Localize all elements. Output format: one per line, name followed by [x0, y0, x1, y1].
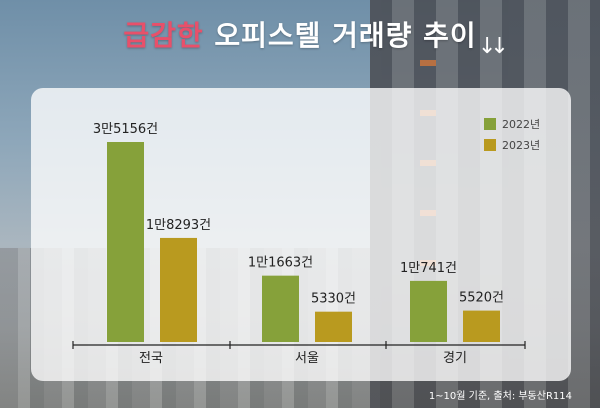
source-note: 1~10월 기준, 출처: 부동산R114: [428, 391, 572, 402]
legend-label-2022: 2022년: [502, 118, 541, 131]
data-label: 3만5156건: [93, 122, 158, 137]
data-label: 5330건: [311, 292, 356, 307]
bar: [262, 275, 299, 342]
bar: [315, 311, 352, 342]
legend-swatch-2023: [484, 139, 496, 151]
title-highlight: 급감한: [123, 19, 204, 52]
data-label: 1만741건: [400, 261, 457, 276]
data-label: 1만8293건: [146, 218, 211, 233]
legend-item-2023: 2023년: [484, 137, 540, 153]
legend: 2022년 2023년: [484, 116, 540, 158]
data-label: 5520건: [459, 291, 504, 306]
legend-swatch-2022: [484, 118, 496, 130]
bar: [410, 280, 447, 342]
category-label: 전국: [139, 351, 163, 366]
data-label: 1만1663건: [248, 256, 313, 271]
category-label: 서울: [295, 351, 319, 366]
bar: [160, 237, 197, 342]
chart-title: 급감한 오피스텔 거래량 추이: [0, 14, 600, 54]
legend-item-2022: 2022년: [484, 116, 540, 132]
bar: [463, 310, 500, 342]
title-rest: 오피스텔 거래량 추이: [214, 19, 477, 52]
legend-label-2023: 2023년: [502, 139, 541, 152]
bar: [107, 142, 144, 342]
category-label: 경기: [443, 351, 467, 366]
